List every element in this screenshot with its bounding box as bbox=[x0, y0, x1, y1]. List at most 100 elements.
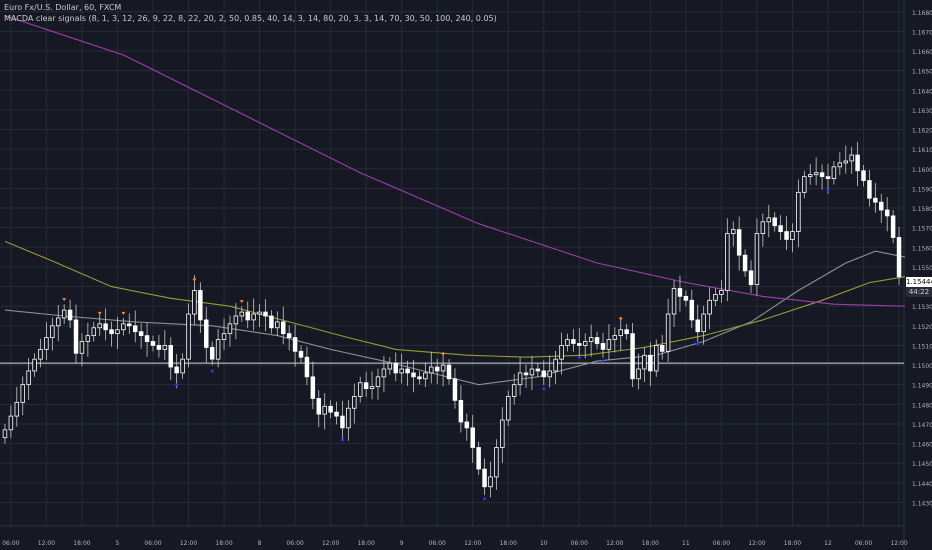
x-tick-label: 8 bbox=[258, 540, 262, 547]
candle-down bbox=[624, 329, 629, 335]
candle-down bbox=[334, 411, 339, 417]
x-tick-label: 11 bbox=[682, 540, 690, 547]
x-tick-label: 06:00 bbox=[855, 540, 872, 547]
candle-up bbox=[517, 372, 523, 386]
candle-down bbox=[316, 398, 322, 415]
candle-up bbox=[843, 160, 848, 164]
candle-up bbox=[399, 368, 404, 374]
candle-down bbox=[452, 378, 458, 401]
candle-up bbox=[701, 313, 706, 333]
candle-down bbox=[742, 254, 748, 272]
candle-down bbox=[873, 197, 878, 203]
candle-up bbox=[322, 405, 327, 415]
candle-down bbox=[695, 319, 700, 333]
candle-down bbox=[298, 350, 304, 358]
candle-up bbox=[79, 341, 85, 354]
candle-up bbox=[802, 176, 807, 193]
y-tick-label: 1.16600 bbox=[912, 49, 932, 56]
candle-down bbox=[630, 333, 635, 380]
candle-up bbox=[831, 166, 837, 180]
y-tick-label: 1.15000 bbox=[912, 363, 932, 370]
candle-up bbox=[375, 376, 381, 388]
x-tick-label: 18:00 bbox=[73, 540, 90, 547]
candle-down bbox=[310, 376, 316, 399]
candle-down bbox=[174, 366, 179, 374]
candle-up bbox=[606, 339, 612, 350]
candle-down bbox=[861, 170, 866, 181]
y-tick-label: 1.14600 bbox=[912, 442, 932, 449]
candle-down bbox=[328, 405, 333, 413]
candle-up bbox=[506, 396, 511, 421]
candle-down bbox=[393, 362, 398, 374]
x-tick-label: 18:00 bbox=[642, 540, 659, 547]
candle-up bbox=[494, 447, 499, 478]
candle-down bbox=[363, 382, 369, 390]
candle-up bbox=[766, 217, 772, 223]
x-tick-label: 18:00 bbox=[500, 540, 517, 547]
y-tick-label: 1.16200 bbox=[912, 128, 932, 135]
candle-up bbox=[85, 335, 91, 342]
candle-down bbox=[150, 341, 156, 346]
candle-down bbox=[772, 217, 777, 227]
y-tick-label: 1.14300 bbox=[912, 500, 932, 507]
candle-up bbox=[500, 419, 505, 448]
x-tick-label: 18:00 bbox=[784, 540, 801, 547]
sell-signal-marker bbox=[618, 317, 623, 321]
candle-down bbox=[748, 270, 754, 285]
candle-up bbox=[559, 345, 564, 360]
candle-up bbox=[91, 327, 97, 337]
y-tick-label: 1.15900 bbox=[912, 186, 932, 193]
candle-down bbox=[648, 354, 653, 372]
moving-average-line-3 bbox=[4, 15, 906, 307]
candle-down bbox=[417, 376, 422, 380]
candle-up bbox=[790, 231, 795, 240]
candle-up bbox=[215, 339, 221, 360]
buy-signal-marker bbox=[577, 355, 581, 359]
candle-down bbox=[523, 372, 529, 376]
candle-down bbox=[286, 333, 292, 338]
candle-down bbox=[571, 339, 576, 344]
candle-up bbox=[369, 386, 375, 390]
x-tick-label: 12:00 bbox=[322, 540, 339, 547]
candle-up bbox=[38, 348, 43, 360]
candle-down bbox=[784, 231, 789, 240]
x-tick-label: 12:00 bbox=[748, 540, 765, 547]
buy-signal-marker bbox=[210, 369, 214, 373]
candle-down bbox=[890, 215, 896, 238]
indicator-legend[interactable]: MACDA clear signals (8, 1, 3, 12, 26, 9,… bbox=[4, 14, 497, 23]
candle-up bbox=[357, 382, 363, 397]
y-tick-label: 1.15300 bbox=[912, 304, 932, 311]
candle-down bbox=[132, 325, 138, 333]
y-tick-label: 1.14400 bbox=[912, 481, 932, 488]
candle-up bbox=[582, 341, 588, 346]
candle-down bbox=[541, 370, 547, 378]
candle-up bbox=[346, 407, 351, 429]
chart-title: Euro Fx/U.S. Dollar, 60, FXCM bbox=[4, 3, 122, 12]
candle-down bbox=[659, 345, 665, 352]
candle-down bbox=[263, 311, 268, 317]
candle-down bbox=[470, 427, 475, 448]
candle-down bbox=[67, 309, 73, 321]
x-tick-label: 06:00 bbox=[571, 540, 588, 547]
candle-up bbox=[813, 172, 819, 176]
candle-up bbox=[44, 337, 49, 350]
candle-up bbox=[760, 221, 766, 234]
candle-up bbox=[423, 372, 428, 380]
x-tick-label: 12:00 bbox=[464, 540, 481, 547]
candle-up bbox=[849, 154, 854, 162]
candle-up bbox=[671, 288, 677, 315]
candle-up bbox=[8, 415, 14, 431]
candle-up bbox=[807, 174, 813, 178]
y-tick-label: 1.14800 bbox=[912, 402, 932, 409]
candle-down bbox=[281, 321, 286, 335]
candle-up bbox=[251, 313, 256, 321]
candle-down bbox=[778, 225, 783, 232]
candle-down bbox=[896, 237, 902, 278]
candle-down bbox=[405, 368, 410, 374]
candle-down bbox=[109, 329, 114, 335]
x-tick-label: 06:00 bbox=[429, 540, 446, 547]
candle-up bbox=[429, 366, 434, 374]
